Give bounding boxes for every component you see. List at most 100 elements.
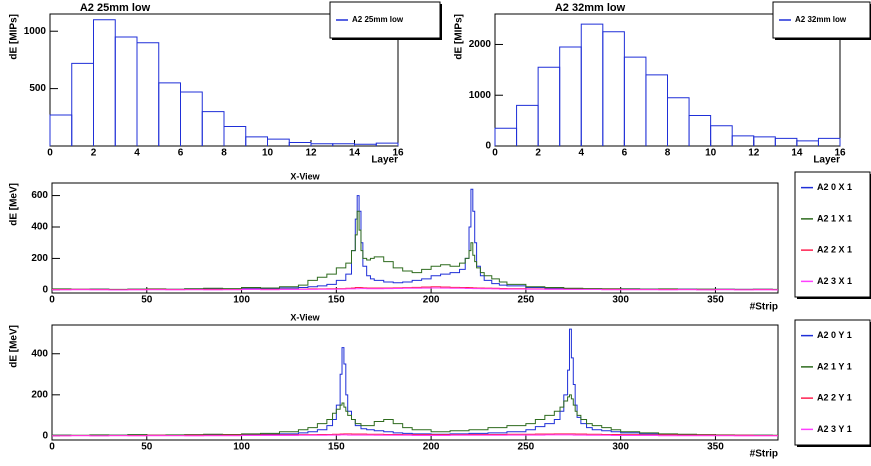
histogram-bin — [753, 136, 776, 146]
x-tick-label: 250 — [518, 295, 535, 306]
histogram-bin — [201, 111, 225, 146]
x-tick-label: 14 — [791, 148, 803, 159]
x-tick-label: 2 — [535, 148, 541, 159]
histogram-bin — [288, 142, 312, 146]
series-line — [52, 328, 778, 436]
legend-label: A2 1 Y 1 — [817, 361, 852, 371]
x-tick-label: 12 — [305, 148, 317, 159]
x-tick-label: 350 — [707, 442, 724, 453]
histogram-bin — [667, 97, 690, 146]
legend-box — [329, 1, 441, 39]
chart-title: A2 25mm low — [80, 2, 151, 14]
x-axis-label: Layer — [813, 155, 840, 166]
legend-label: A2 25mm low — [352, 15, 404, 24]
x-tick-label: 10 — [705, 148, 717, 159]
series-line — [52, 433, 778, 437]
histogram-bin — [114, 36, 138, 146]
x-tick-label: 10 — [262, 148, 274, 159]
x-axis-label: Layer — [371, 155, 398, 166]
x-tick-label: 0 — [49, 295, 55, 306]
x-tick-label: 200 — [423, 295, 440, 306]
x-tick-label: 100 — [233, 442, 250, 453]
histogram-bin — [516, 104, 539, 146]
series-line — [52, 287, 778, 291]
x-tick-label: 0 — [49, 442, 55, 453]
legend-label: A2 32mm low — [795, 15, 847, 24]
histogram-bin — [93, 19, 116, 146]
histogram-bin — [602, 31, 625, 146]
x-tick-label: 4 — [578, 148, 584, 159]
histogram-bin — [710, 125, 733, 146]
legend-label: A2 3 X 1 — [817, 276, 852, 286]
histogram-bin — [537, 66, 561, 146]
x-tick-label: 0 — [492, 148, 498, 159]
chart-title: X-View — [290, 171, 320, 181]
legend-label: A2 2 Y 1 — [817, 393, 852, 403]
plot-frame — [51, 182, 779, 294]
histogram-bin — [796, 140, 819, 146]
x-tick-label: 12 — [748, 148, 760, 159]
histogram-bin — [267, 138, 290, 146]
x-tick-label: 14 — [349, 148, 361, 159]
x-axis-label: #Strip — [750, 449, 778, 460]
x-tick-label: 200 — [423, 442, 440, 453]
histogram-bin — [158, 82, 181, 146]
legend-label: A2 3 Y 1 — [817, 424, 852, 434]
histogram-bin — [688, 115, 712, 146]
histogram-bin — [559, 46, 582, 146]
y-tick-label: 200 — [31, 253, 48, 264]
y-tick-label: 500 — [29, 83, 46, 94]
legend-box — [794, 319, 871, 446]
x-tick-label: 16 — [392, 148, 404, 159]
x-tick-label: 300 — [612, 295, 629, 306]
x-tick-label: 4 — [134, 148, 140, 159]
x-tick-label: 250 — [518, 442, 535, 453]
legend-box — [794, 171, 871, 298]
y-axis-label: dE [MIPs] — [454, 14, 465, 60]
x-axis-label: #Strip — [750, 302, 778, 313]
x-tick-label: 2 — [91, 148, 97, 159]
x-tick-label: 16 — [834, 148, 846, 159]
x-tick-label: 300 — [612, 442, 629, 453]
histogram-bin — [580, 23, 604, 146]
histogram-bin — [223, 125, 247, 146]
legend-label: A2 2 X 1 — [817, 245, 852, 255]
x-tick-label: 150 — [328, 442, 345, 453]
y-tick-label: 0 — [42, 431, 48, 442]
histogram-bin — [731, 135, 755, 146]
x-tick-label: 100 — [233, 295, 250, 306]
y-tick-label: 1000 — [469, 90, 492, 101]
y-axis-label: dE [MeV] — [9, 325, 20, 368]
histogram-bin — [180, 91, 203, 146]
x-tick-label: 6 — [622, 148, 628, 159]
y-tick-label: 0 — [485, 141, 491, 152]
chart-title: A2 32mm low — [555, 2, 626, 14]
series-line — [52, 394, 778, 436]
legend-label: A2 0 Y 1 — [817, 330, 852, 340]
y-axis-label: dE [MeV] — [9, 183, 20, 226]
chart-title: X-View — [290, 312, 320, 322]
x-tick-label: 8 — [221, 148, 227, 159]
x-tick-label: 8 — [665, 148, 671, 159]
y-tick-label: 600 — [31, 190, 48, 201]
x-tick-label: 150 — [328, 295, 345, 306]
series-line — [52, 434, 778, 437]
y-tick-label: 400 — [31, 348, 48, 359]
legend-label: A2 1 X 1 — [817, 213, 852, 223]
histogram-bin — [645, 74, 668, 146]
legend-label: A2 0 X 1 — [817, 182, 852, 192]
histogram-bin — [71, 62, 94, 146]
x-tick-label: 0 — [47, 148, 53, 159]
y-tick-label: 1000 — [24, 26, 47, 37]
y-tick-label: 2000 — [469, 39, 492, 50]
histogram-bin — [375, 142, 399, 146]
y-tick-label: 0 — [42, 284, 48, 295]
y-tick-label: 200 — [31, 389, 48, 400]
histogram-bin — [817, 137, 841, 146]
histogram-bin — [494, 127, 518, 146]
histogram-bin — [49, 114, 73, 146]
plot-frame — [51, 324, 779, 441]
x-tick-label: 6 — [178, 148, 184, 159]
histogram-bin — [623, 56, 647, 146]
